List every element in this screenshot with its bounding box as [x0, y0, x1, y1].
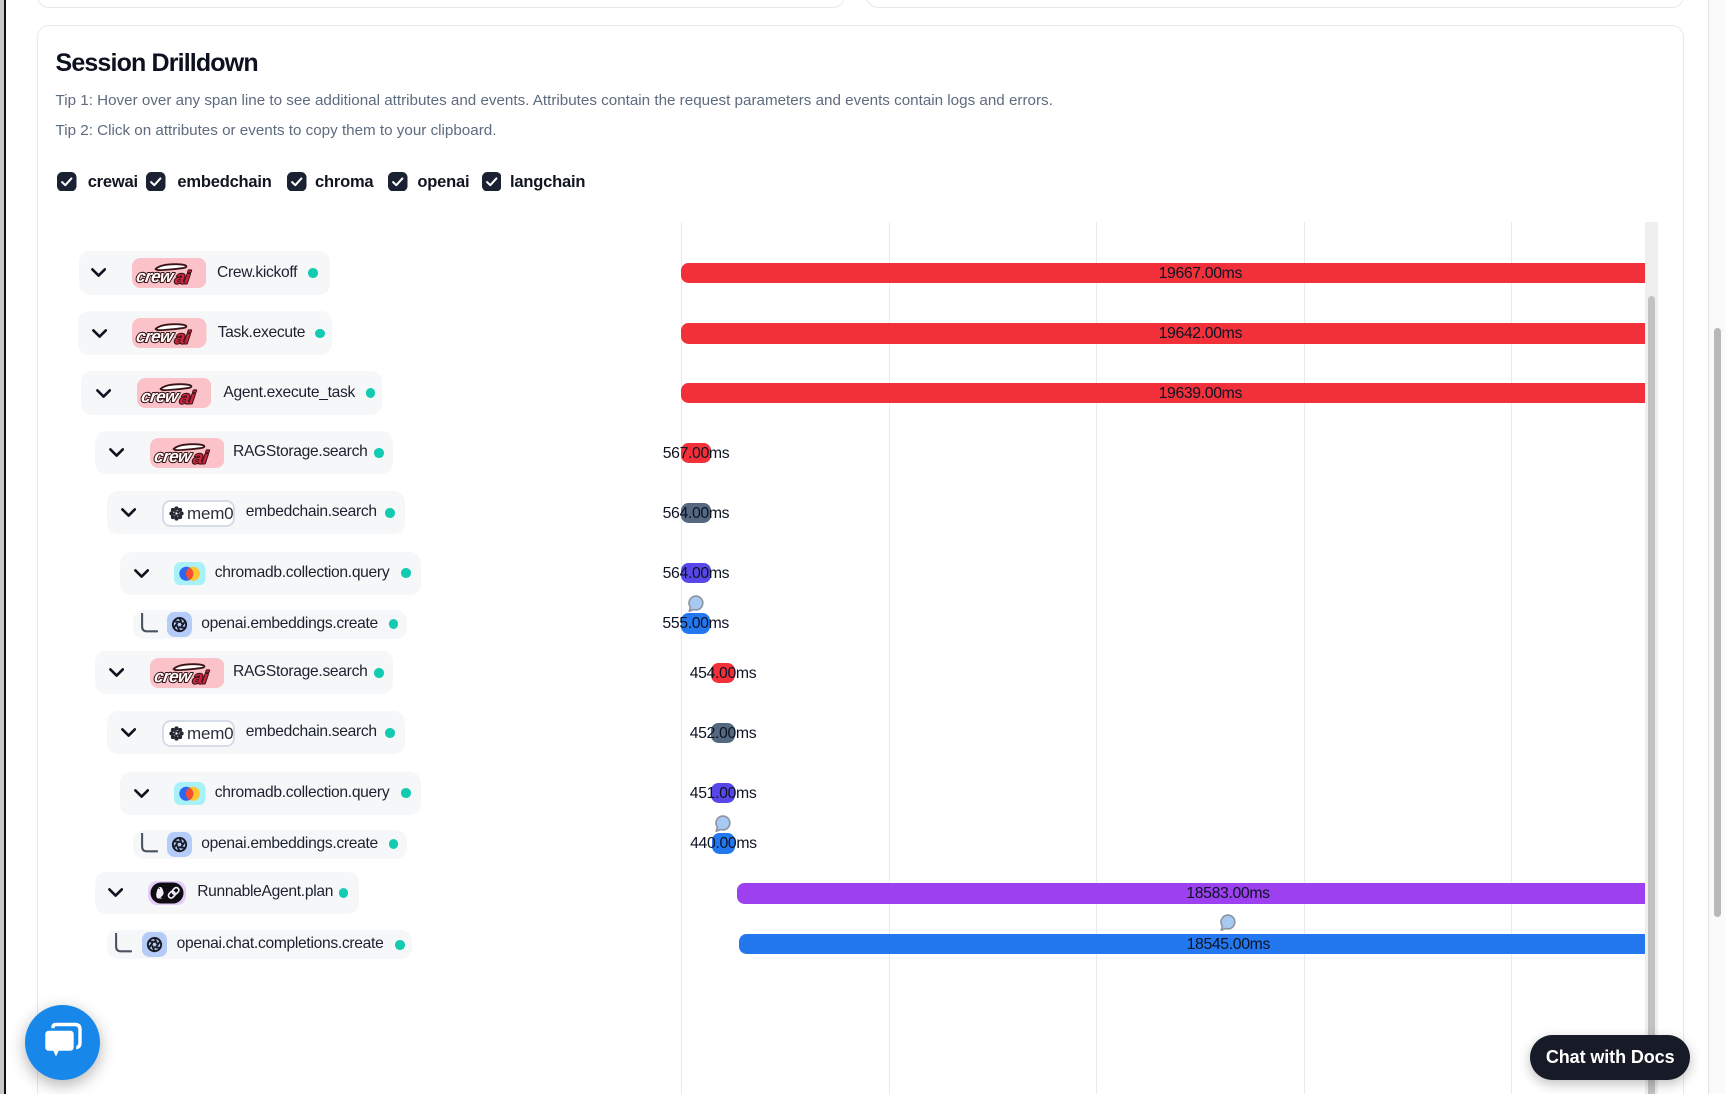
svg-text:crew: crew — [135, 327, 176, 346]
svg-text:mem0: mem0 — [187, 724, 233, 743]
svg-text:crew: crew — [135, 267, 176, 286]
svg-text:ai: ai — [173, 268, 191, 288]
svg-text:crew: crew — [153, 447, 194, 466]
svg-text:mem0: mem0 — [187, 504, 233, 523]
svg-text:ai: ai — [174, 328, 192, 348]
svg-text:ai: ai — [179, 388, 197, 408]
svg-text:crew: crew — [153, 667, 194, 686]
svg-text:crew: crew — [140, 387, 181, 406]
svg-text:ai: ai — [191, 448, 209, 468]
svg-text:ai: ai — [191, 668, 209, 688]
